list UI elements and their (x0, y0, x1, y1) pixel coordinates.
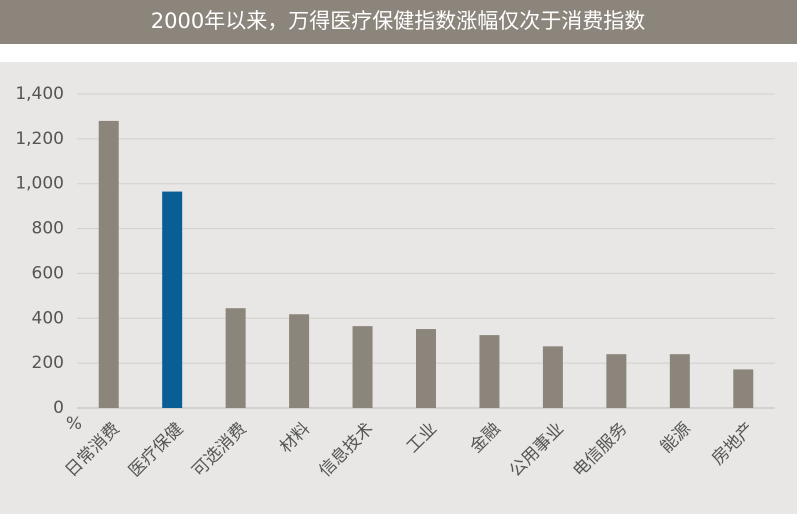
bar (542, 346, 563, 408)
bar (733, 369, 754, 408)
bar (289, 314, 310, 408)
bar (669, 354, 690, 408)
bar (416, 329, 436, 408)
y-tick-label: 0 (53, 398, 64, 418)
bar (479, 335, 500, 408)
chart-title: 2000年以来，万得医疗保健指数涨幅仅次于消费指数 (151, 9, 645, 33)
plot-background (0, 62, 797, 514)
y-unit: % (66, 414, 82, 434)
bar (606, 354, 627, 408)
bar (352, 326, 373, 408)
y-tick-label: 600 (32, 263, 64, 283)
y-tick-label: 400 (32, 308, 64, 328)
y-tick-label: 1,200 (15, 129, 64, 149)
y-tick-label: 800 (32, 219, 64, 239)
bar (98, 120, 119, 409)
bar (225, 308, 246, 408)
y-tick-label: 1,000 (15, 174, 64, 194)
bar (162, 191, 183, 408)
title-banner (0, 0, 797, 44)
y-tick-label: 200 (32, 353, 64, 373)
y-tick-label: 1,400 (15, 84, 64, 104)
